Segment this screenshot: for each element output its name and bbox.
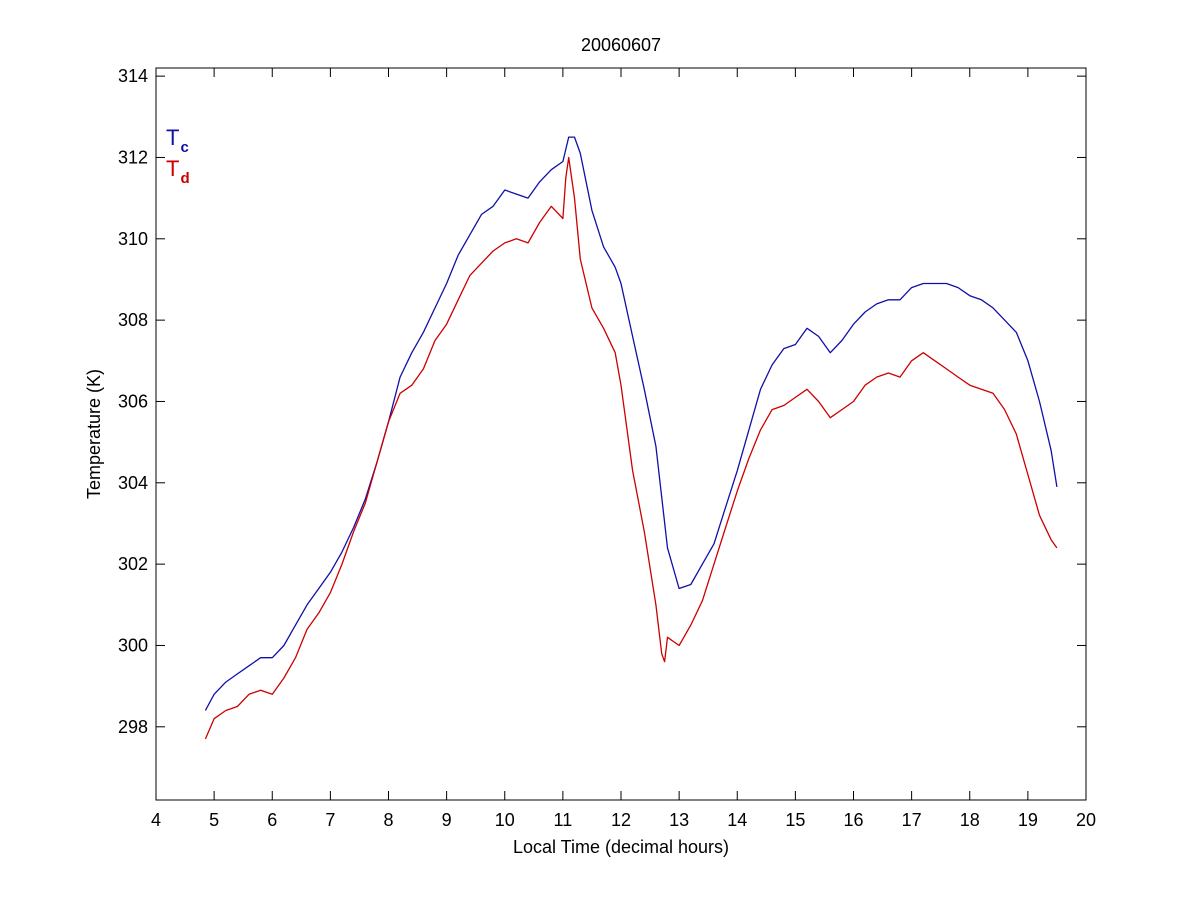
x-tick-label: 19: [1018, 810, 1038, 830]
x-tick-label: 9: [442, 810, 452, 830]
x-tick-label: 15: [785, 810, 805, 830]
y-tick-label: 312: [118, 147, 148, 167]
x-axis-label: Local Time (decimal hours): [513, 837, 729, 857]
y-tick-label: 300: [118, 635, 148, 655]
y-tick-label: 302: [118, 554, 148, 574]
x-tick-label: 14: [727, 810, 747, 830]
x-axis: 4 5 6 7 8 9 10 11 12 13 14 15 16 17 18 19 20: [151, 68, 1096, 830]
y-axis: 298 300 302 304 306 308 310 312 314: [118, 66, 1086, 737]
y-tick-label: 314: [118, 66, 148, 86]
y-tick-label: 298: [118, 717, 148, 737]
y-axis-label: Temperature (K): [84, 369, 104, 499]
x-tick-label: 13: [669, 810, 689, 830]
x-tick-label: 10: [495, 810, 515, 830]
series-line-d: [204, 156, 1058, 740]
y-tick-label: 310: [118, 229, 148, 249]
x-tick-label: 11: [554, 810, 573, 830]
x-tick-label: 7: [325, 810, 335, 830]
chart-title: 20060607: [581, 35, 661, 55]
y-tick-label: 308: [118, 310, 148, 330]
series-group: [204, 136, 1058, 740]
x-tick-label: 20: [1076, 810, 1096, 830]
x-tick-label: 18: [960, 810, 980, 830]
plot-area: [155, 67, 1087, 801]
x-tick-label: 6: [267, 810, 277, 830]
legend-entry-d: Td: [166, 156, 190, 187]
x-tick-label: 12: [611, 810, 631, 830]
x-tick-label: 8: [383, 810, 393, 830]
legend-entry-c: Tc: [166, 125, 189, 156]
x-tick-label: 16: [843, 810, 863, 830]
x-tick-label: 4: [151, 810, 161, 830]
x-tick-label: 17: [902, 810, 922, 830]
x-tick-label: 5: [209, 810, 219, 830]
series-line-c: [204, 136, 1058, 711]
y-tick-label: 304: [118, 473, 148, 493]
y-tick-label: 306: [118, 391, 148, 411]
